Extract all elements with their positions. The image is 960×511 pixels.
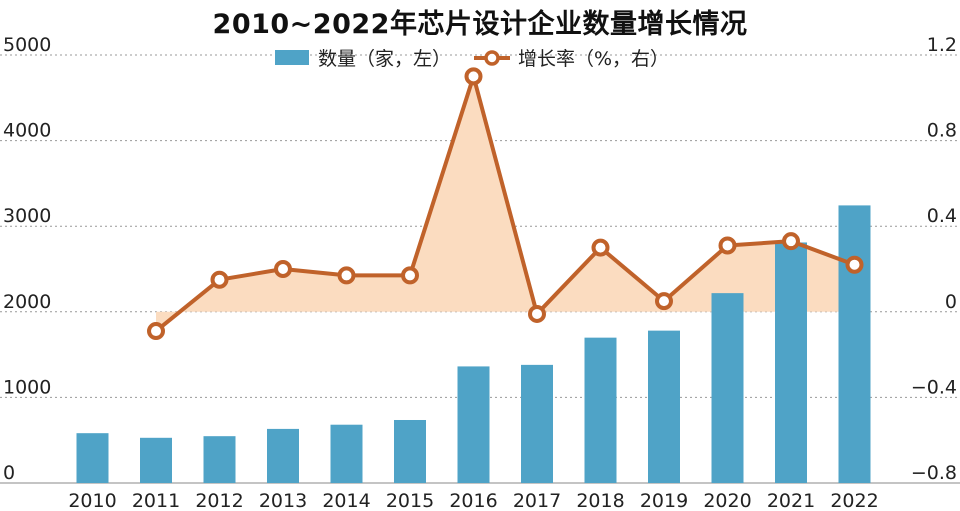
y-left-tick: 0 (3, 462, 15, 484)
growth-point-2022 (845, 255, 864, 274)
x-tick-2012: 2012 (195, 490, 243, 511)
x-tick-2010: 2010 (68, 490, 116, 511)
bar-2016 (457, 366, 490, 483)
growth-point-2011 (147, 322, 165, 341)
legend: 数量（家，左） 增长率（%，右） (275, 48, 669, 70)
legend-line-marker (484, 50, 500, 66)
growth-point-2012 (210, 270, 229, 289)
growth-point-2019 (655, 292, 673, 311)
x-tick-2019: 2019 (640, 490, 688, 511)
bar-2014 (330, 424, 363, 483)
y-left-tick: 4000 (3, 120, 51, 142)
growth-point-2020 (718, 236, 737, 255)
x-tick-2017: 2017 (513, 490, 561, 511)
growth-line-path (154, 74, 856, 333)
growth-point-2013 (274, 260, 292, 278)
y-right-tick: 0.8 (927, 120, 957, 142)
growth-line (147, 67, 864, 341)
bar-2022 (838, 205, 871, 483)
bar-2015 (394, 419, 426, 483)
x-tick-2015: 2015 (386, 490, 434, 511)
legend-line-label: 增长率（%，右） (518, 48, 669, 70)
x-tick-2018: 2018 (576, 490, 624, 511)
legend-bar-swatch (275, 50, 309, 65)
x-tick-2022: 2022 (830, 490, 878, 511)
y-left-tick: 1000 (3, 376, 51, 398)
x-tick-2020: 2020 (703, 490, 751, 511)
bars (76, 205, 871, 483)
x-tick-2016: 2016 (449, 490, 497, 511)
bar-2021 (775, 242, 807, 483)
bar-2012 (203, 436, 236, 483)
growth-point-2016 (464, 67, 483, 86)
growth-point-2015 (401, 266, 419, 285)
growth-area (156, 76, 855, 332)
y-right-tick: −0.4 (911, 376, 957, 398)
bar-2020 (711, 293, 744, 483)
y-left-tick: 2000 (3, 291, 51, 313)
bar-2018 (584, 337, 617, 483)
x-tick-2014: 2014 (322, 490, 370, 511)
x-tick-2011: 2011 (132, 490, 180, 511)
growth-point-2018 (591, 238, 610, 257)
y-left-tick: 3000 (3, 205, 51, 227)
growth-point-2021 (782, 232, 800, 251)
bar-2011 (140, 437, 172, 483)
chart-title: 2010~2022年芯片设计企业数量增长情况 (212, 9, 748, 40)
bar-2019 (648, 330, 680, 483)
x-tick-2021: 2021 (767, 490, 815, 511)
growth-point-2017 (528, 304, 546, 323)
bar-2017 (521, 364, 553, 483)
x-tick-2013: 2013 (259, 490, 307, 511)
y-right-tick: 1.2 (927, 34, 957, 56)
bar-2010 (76, 433, 109, 483)
y-right-tick: 0 (945, 291, 957, 313)
y-left-tick: 5000 (3, 34, 51, 56)
axis-ticks: 0 1000 2000 3000 4000 5000 −0.8 −0.4 0 0.4 0.8 1.2 2… (3, 34, 957, 511)
growth-point-2014 (337, 266, 356, 285)
bar-2013 (267, 428, 299, 483)
growth-area-fill (156, 76, 855, 332)
y-right-tick: −0.8 (911, 462, 957, 484)
y-right-tick: 0.4 (927, 205, 957, 227)
legend-bar-label: 数量（家，左） (318, 48, 451, 70)
